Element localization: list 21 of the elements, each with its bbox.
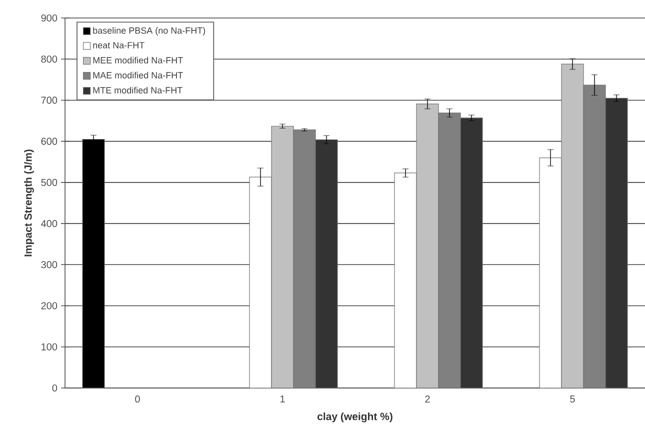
- legend-label: MTE modified Na-FHT: [93, 86, 182, 94]
- y-tick-label: 0: [52, 384, 58, 392]
- y-tick-label: 100: [42, 343, 58, 350]
- legend-label: baseline PBSA (no Na-FHT): [93, 27, 206, 36]
- legend-label: MAE modified Na-FHT: [93, 72, 183, 78]
- y-tick-label: 900: [41, 14, 58, 22]
- legend-label: MEE modified Na-FHT: [93, 56, 183, 64]
- x-axis-title: clay (weight %): [317, 412, 392, 422]
- y-axis-title: Impact Strength (J/m): [24, 150, 34, 256]
- x-tick-label: 0: [135, 396, 140, 403]
- y-tick-label: 700: [41, 96, 58, 104]
- y-tick-label: 600: [41, 138, 58, 145]
- y-tick-label: 400: [41, 220, 58, 228]
- y-tick-label: 500: [41, 178, 58, 186]
- x-tick-label: 1: [280, 396, 285, 402]
- y-tick-label: 200: [41, 302, 58, 310]
- x-tick-label: 5: [570, 396, 575, 402]
- y-tick-label: 800: [41, 56, 58, 63]
- x-tick-label: 2: [425, 396, 430, 402]
- y-tick-label: 300: [41, 261, 58, 268]
- legend-label: neat Na-FHT: [93, 42, 144, 48]
